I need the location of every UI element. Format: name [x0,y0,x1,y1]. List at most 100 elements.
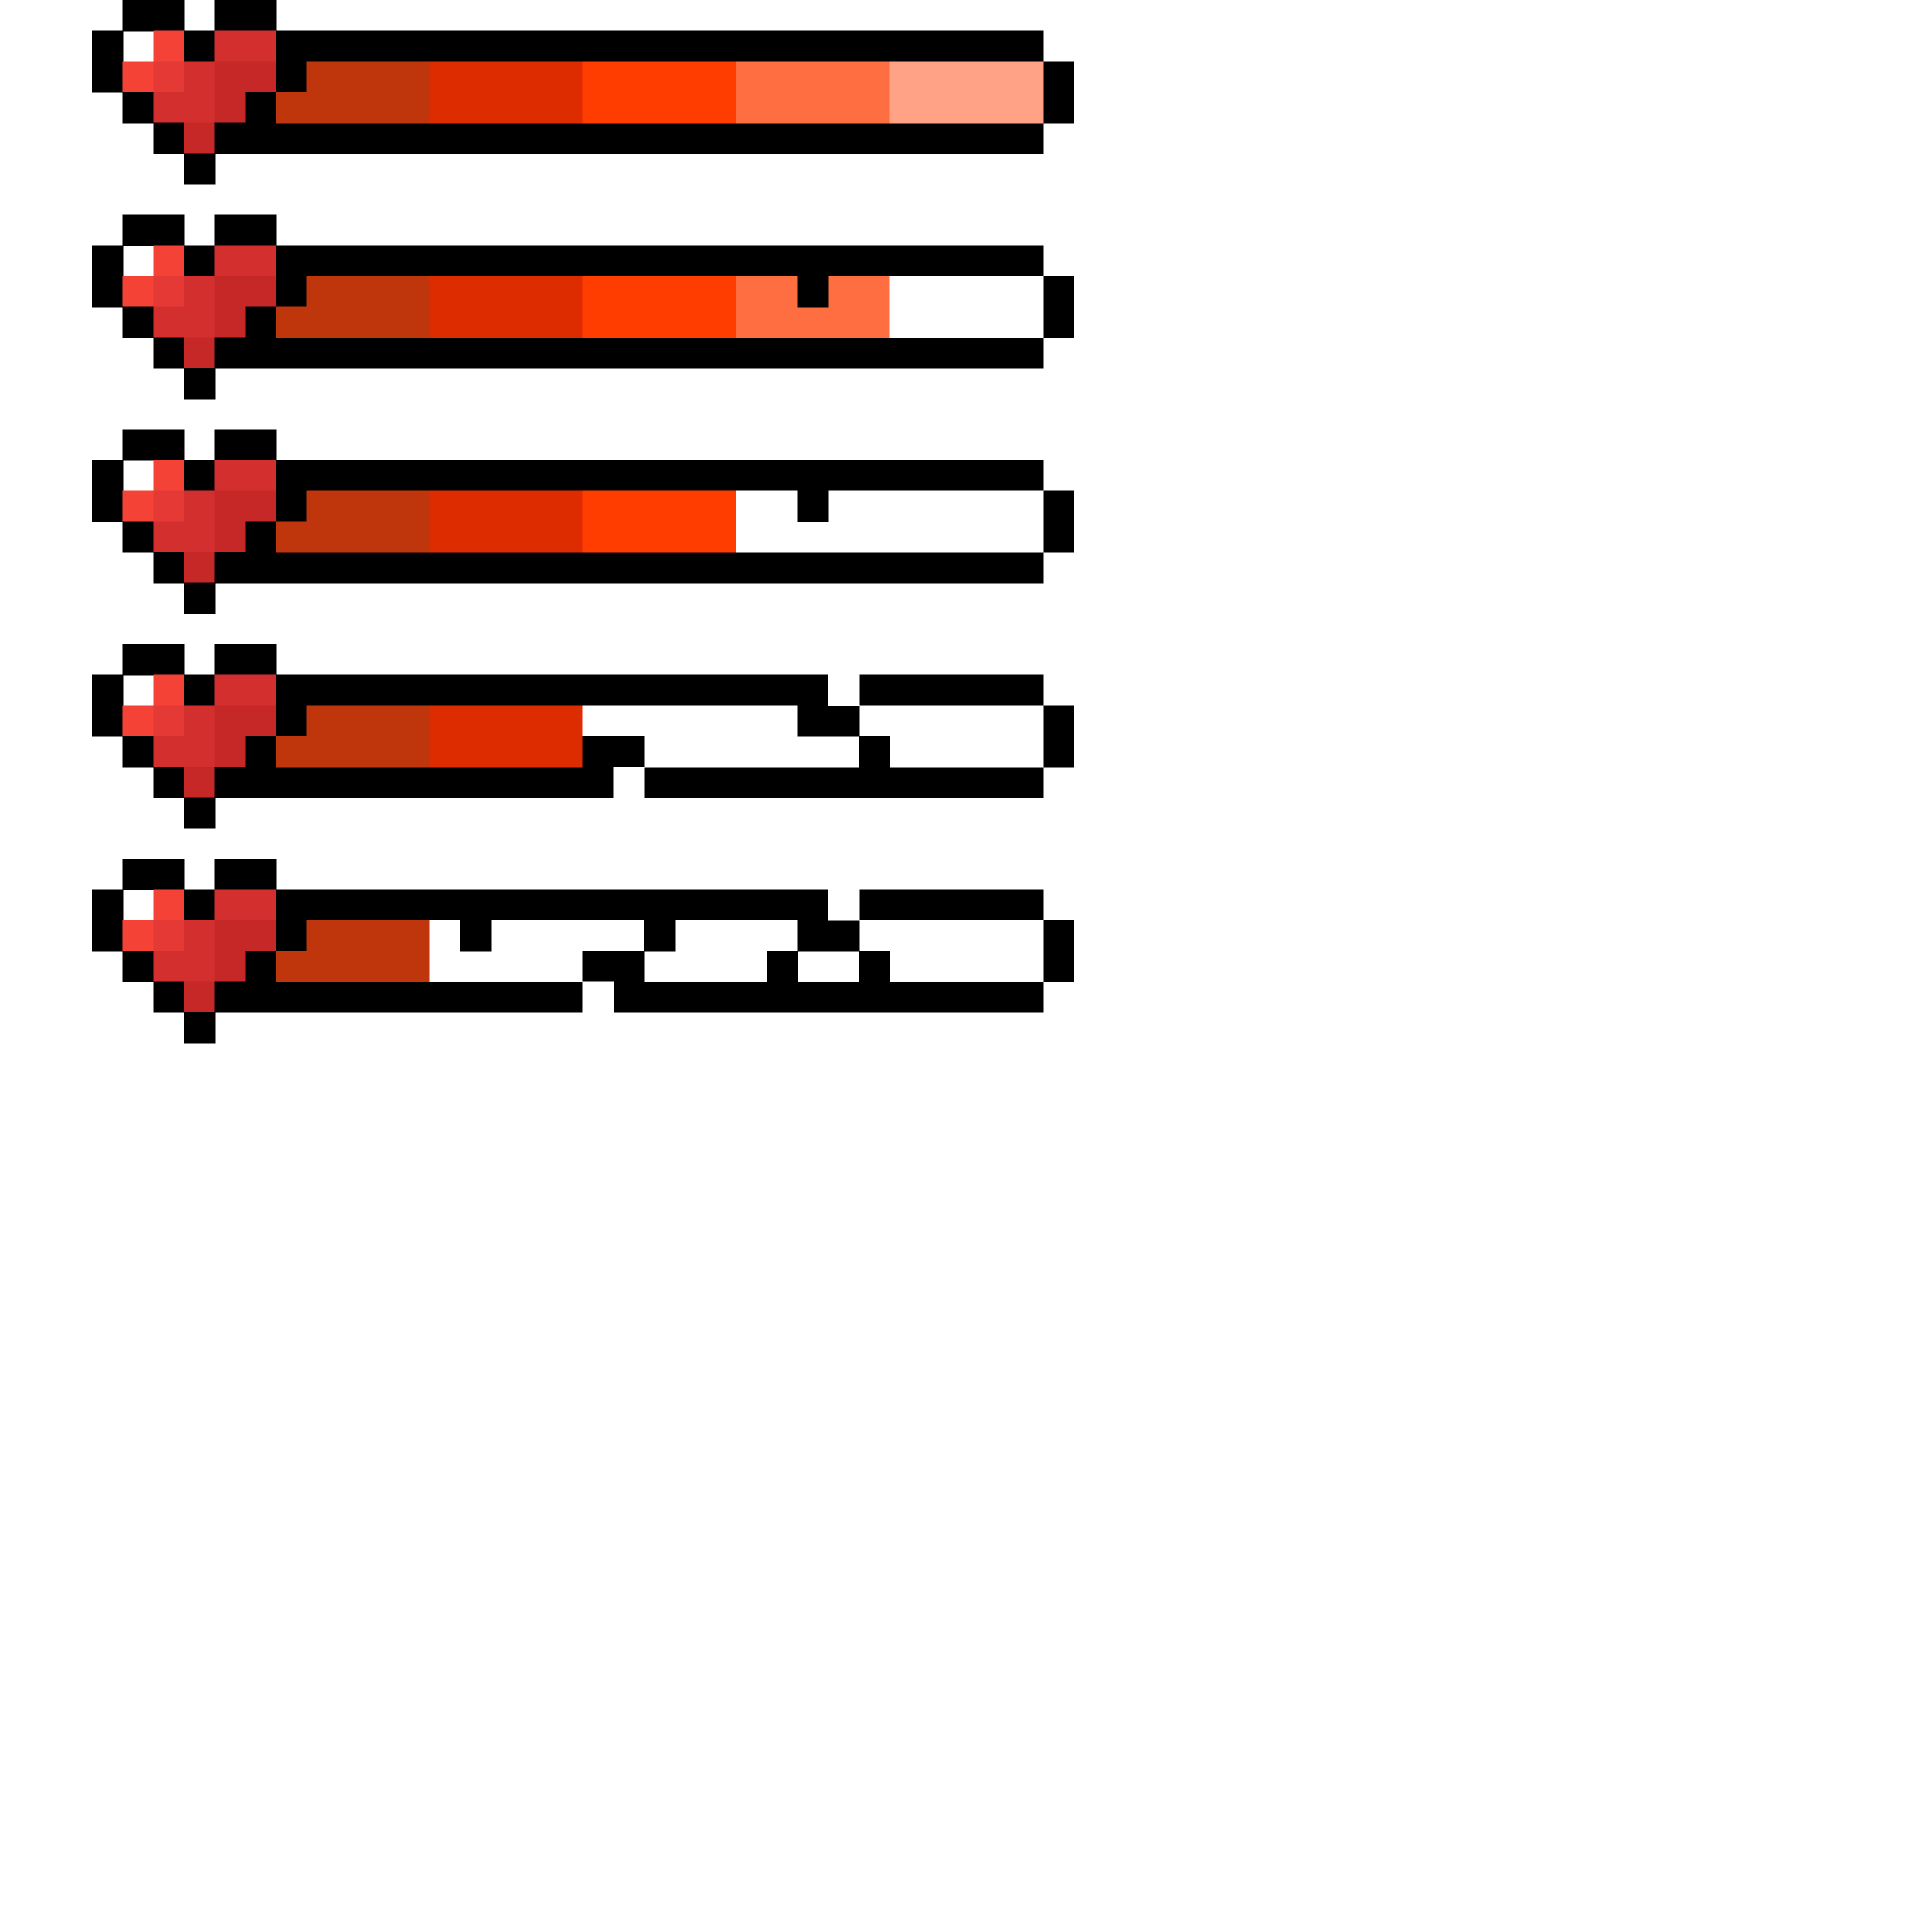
crack-pixel [460,920,492,952]
heart-pixel [214,674,246,707]
heart-pixel [122,306,154,338]
heart-pixel [153,337,185,369]
bar-segment-filled [276,950,430,983]
heart-pixel [245,705,277,737]
heart-pixel [245,490,277,522]
health-bar-1 [92,0,1075,185]
heart-icon [92,858,308,1044]
bar-frame [214,460,1075,584]
heart-pixel [184,950,216,983]
heart-pixel [92,705,124,737]
heart-pixel [153,981,185,1013]
heart-pixel [153,276,185,308]
heart-pixel [153,858,185,891]
heart-pixel [214,92,246,124]
heart-pixel [184,736,216,768]
frame-gap [828,674,860,707]
frame-gap [828,889,860,921]
heart-pixel [214,644,246,676]
heart-pixel [153,889,185,921]
frame-gap [613,766,645,799]
heart-pixel [153,429,185,461]
heart-pixel [153,92,185,124]
bar-segment-empty [889,490,1044,553]
heart-pixel [122,950,154,983]
bar-segment-filled [276,736,430,768]
heart-pixel [184,122,216,154]
heart-pixel [214,245,246,277]
heart-pixel [276,705,308,737]
heart-pixel [153,674,185,707]
crack-pixel [644,920,676,952]
bar-frame-bottom [214,552,1044,584]
heart-icon [92,0,308,185]
bar-cracks [582,674,891,799]
bar-segment-empty [889,920,1044,983]
bar-frame-right [1042,920,1075,983]
heart-pixel [153,950,185,983]
heart-pixel [153,245,185,277]
heart-pixel [184,920,216,952]
heart-pixel [245,61,277,93]
heart-pixel [214,306,246,338]
heart-pixel [245,889,277,921]
heart-pixel [214,276,246,308]
bar-frame-top [276,30,1044,62]
bar-segment-filled [276,521,430,553]
bar-frame-top [276,674,1044,707]
heart-pixel [245,644,277,676]
heart-pixel [122,736,154,768]
heart-pixel [153,460,185,492]
bar-frame [214,30,1075,154]
heart-pixel [214,950,246,983]
heart-pixel [153,552,185,584]
health-bar-3 [92,429,1075,614]
crack-pixel [797,920,860,952]
heart-pixel [184,153,216,185]
health-bar-2 [92,214,1075,400]
crack-pixel [582,736,645,768]
crack-pixel [797,490,829,522]
heart-pixel [214,30,246,62]
heart-pixel [184,552,216,584]
bar-frame-bottom [214,337,1044,369]
heart-pixel [184,92,216,124]
heart-pixel [153,705,185,737]
crack-pixel [582,950,645,983]
bar-segment-filled [582,61,737,124]
bar-segment-filled [582,490,737,553]
heart-pixel [245,920,277,952]
bar-fill [276,276,1044,338]
heart-pixel [245,214,277,246]
crack-pixel [858,950,891,983]
bar-segment-filled [736,61,891,124]
heart-pixel [92,460,124,492]
bar-cracks [797,490,829,522]
heart-pixel [153,644,185,676]
heart-pixel [214,460,246,492]
heart-pixel [276,490,308,522]
bar-segment-filled [306,490,430,522]
heart-pixel [214,490,246,522]
heart-pixel [92,245,124,277]
heart-pixel [214,920,246,952]
heart-pixel [245,521,277,553]
heart-pixel [153,521,185,553]
heart-pixel [122,92,154,124]
heart-pixel [184,61,216,93]
bar-frame-right [1042,61,1075,124]
heart-pixel [153,30,185,62]
heart-pixel [92,920,124,952]
heart-pixel [276,276,308,308]
heart-pixel [184,460,216,492]
heart-pixel [245,245,277,277]
heart-pixel [245,429,277,461]
heart-pixel [276,920,308,952]
crack-pixel [766,950,799,983]
heart-pixel [245,950,277,983]
heart-pixel [122,429,154,461]
bar-fill [276,705,1044,768]
bar-segment-filled [276,306,430,338]
